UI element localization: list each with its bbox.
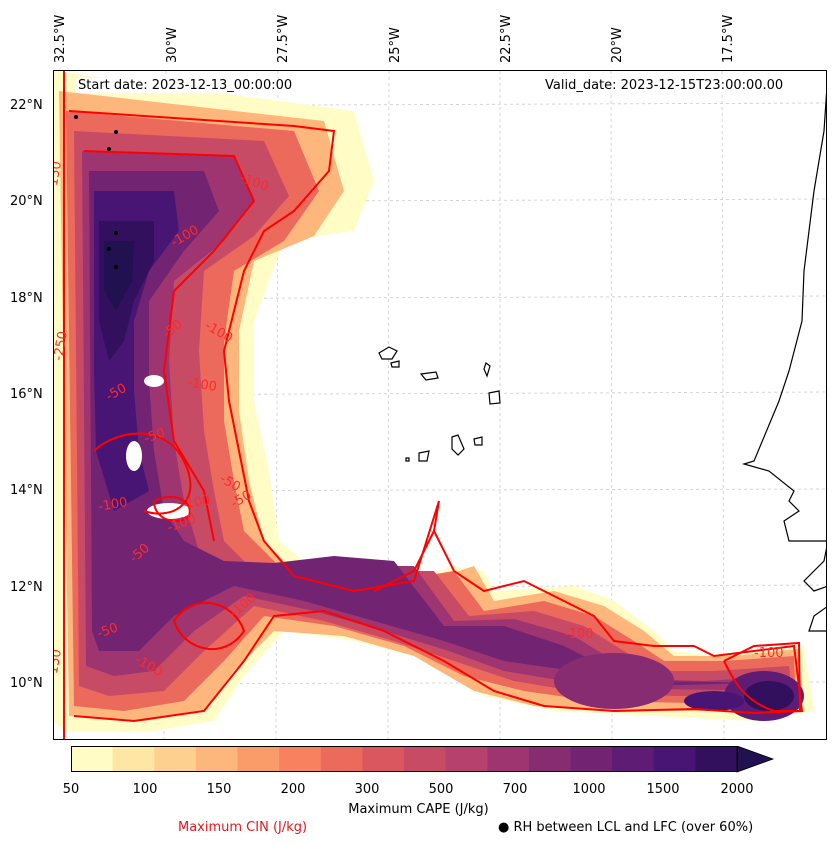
- colorbar-swatch: [404, 746, 447, 772]
- lat-label-14n: 14°N: [10, 483, 43, 498]
- colorbar-tick: 50: [62, 782, 80, 797]
- lat-label-20n: 20°N: [10, 194, 43, 209]
- contour-label: -100: [97, 495, 129, 515]
- colorbar-swatch: [154, 746, 197, 772]
- map-canvas: -100 -100 -100 -100 -50 -50 -50 -50 -50 …: [54, 71, 826, 739]
- colorbar-swatch: [445, 746, 488, 772]
- rh-legend-label: RH between LCL and LFC (over 60%): [513, 820, 754, 835]
- colorbar-swatch: [653, 746, 696, 772]
- lat-label-18n: 18°N: [10, 291, 43, 306]
- colorbar-swatch: [195, 746, 238, 772]
- colorbar-swatch: [362, 746, 405, 772]
- colorbar-tick: 300: [354, 782, 380, 797]
- lat-label-10n: 10°N: [10, 676, 43, 691]
- cin-legend-label: Maximum CIN (J/kg): [178, 820, 308, 835]
- lat-label-12n: 12°N: [10, 580, 43, 595]
- colorbar-swatch: [112, 746, 155, 772]
- colorbar-swatch: [279, 746, 322, 772]
- contour-label: -150: [54, 160, 65, 192]
- lon-label-27-5w: 27.5°W: [276, 14, 291, 63]
- cin-contours: [63, 71, 804, 739]
- colorbar-swatch: [528, 746, 571, 772]
- valid-date-label: Valid_date: 2023-12-15T23:00:00.00: [543, 78, 786, 93]
- contour-label: -50: [142, 425, 167, 446]
- cape-verde-islands: [378, 346, 501, 462]
- contour-label: -50: [95, 620, 120, 641]
- colorbar-title: Maximum CAPE (J/kg): [348, 802, 489, 817]
- coastline: [741, 91, 826, 632]
- lon-label-20w: 20°W: [610, 27, 625, 63]
- lon-label-25w: 25°W: [388, 27, 403, 63]
- lon-label-30w: 30°W: [165, 27, 180, 63]
- lat-label-16n: 16°N: [10, 387, 43, 402]
- lat-label-22n: 22°N: [10, 98, 43, 113]
- colorbar-tick: 100: [132, 782, 158, 797]
- contour-label: -100: [754, 646, 784, 661]
- contour-label: -100: [180, 493, 212, 513]
- colorbar-swatch: [71, 746, 114, 772]
- colorbar-swatch: [570, 746, 613, 772]
- colorbar-tick: 1500: [646, 782, 680, 797]
- contour-label: -250: [54, 330, 71, 362]
- colorbar-tick: 500: [428, 782, 454, 797]
- rh-markers: [74, 115, 118, 269]
- lon-label-32-5w: 32.5°W: [53, 14, 68, 63]
- rh-legend: ● RH between LCL and LFC (over 60%): [498, 820, 753, 835]
- rh-marker-icon: ●: [498, 820, 510, 835]
- colorbar-swatch: [320, 746, 363, 772]
- colorbar-tick: 700: [502, 782, 528, 797]
- map-frame[interactable]: -100 -100 -100 -100 -50 -50 -50 -50 -50 …: [53, 70, 827, 740]
- contour-label: -100: [564, 627, 594, 642]
- colorbar-swatch: [695, 746, 738, 772]
- contour-label: -100: [186, 375, 218, 395]
- cape-colorbar: [71, 746, 775, 773]
- colorbar-tick: 1000: [572, 782, 606, 797]
- colorbar-swatch: [612, 746, 655, 772]
- colorbar-tick: 150: [206, 782, 232, 797]
- lon-label-22-5w: 22.5°W: [499, 14, 514, 63]
- colorbar-swatch: [237, 746, 280, 772]
- lon-label-17-5w: 17.5°W: [721, 14, 736, 63]
- colorbar-swatch: [487, 746, 530, 772]
- colorbar-tick: 2000: [720, 782, 754, 797]
- start-date-label: Start date: 2023-12-13_00:00:00: [76, 78, 295, 93]
- colorbar-tick: 200: [280, 782, 306, 797]
- contour-label: -150: [54, 648, 65, 680]
